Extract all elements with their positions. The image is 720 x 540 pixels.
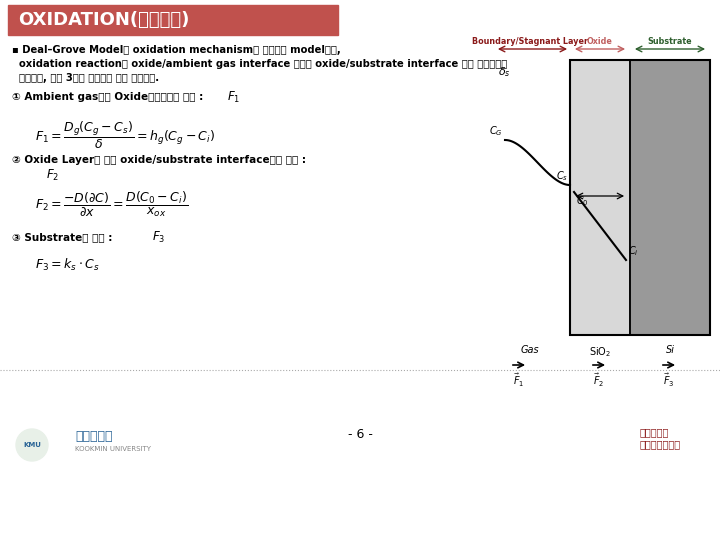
Text: ▪ Deal–Grove Model은 oxidation mechanism을 설명하는 model로써,: ▪ Deal–Grove Model은 oxidation mechanism을…: [12, 45, 341, 55]
Text: Gas: Gas: [521, 345, 539, 355]
Text: Boundary/Stagnant Layer: Boundary/Stagnant Layer: [472, 37, 588, 46]
Text: oxidation reaction은 oxide/ambient gas interface 보다는 oxide/substrate interface 에서: oxidation reaction은 oxide/ambient gas in…: [12, 59, 508, 69]
Text: $F_3= k_s\cdot C_s$: $F_3= k_s\cdot C_s$: [35, 257, 99, 273]
Text: $\vec{F}_3$: $\vec{F}_3$: [663, 372, 675, 389]
Bar: [630, 60, 710, 335]
Text: $C_s$: $C_s$: [556, 169, 568, 183]
Text: SiO$_2$: SiO$_2$: [589, 345, 611, 359]
Bar: [570, 60, 630, 335]
Bar: [8, 5, 338, 35]
Text: $F_2=\dfrac{-D(\partial C)}{\partial x}=\dfrac{D(C_0-C_i)}{x_{ox}}$: $F_2=\dfrac{-D(\partial C)}{\partial x}=…: [35, 190, 188, 219]
Text: OXIDATION(산화공정): OXIDATION(산화공정): [18, 11, 189, 29]
Text: KMU: KMU: [23, 442, 41, 448]
Text: - 6 -: - 6 -: [348, 429, 372, 442]
Text: KOOKMIN UNIVERSITY: KOOKMIN UNIVERSITY: [75, 446, 151, 452]
Text: $\vec{F}_1$: $\vec{F}_1$: [513, 372, 525, 389]
Text: $C_G$: $C_G$: [490, 124, 503, 138]
Text: $C_0$: $C_0$: [576, 194, 589, 208]
Text: $F_3$: $F_3$: [152, 230, 166, 245]
Text: 과학기술부: 과학기술부: [640, 427, 670, 437]
Text: Si: Si: [665, 345, 675, 355]
Text: ③ Substrate과 반응 :: ③ Substrate과 반응 :: [12, 232, 116, 242]
Circle shape: [16, 429, 48, 461]
Text: Oxide: Oxide: [587, 37, 613, 46]
Text: 가정하고, 다음 3가지 현상들에 의해 일어난다.: 가정하고, 다음 3가지 현상들에 의해 일어난다.: [12, 73, 159, 83]
Text: $\vec{F}_2$: $\vec{F}_2$: [593, 372, 605, 389]
Text: $\delta_s$: $\delta_s$: [498, 65, 510, 79]
Text: ② Oxide Layer를 통해 oxide/substrate interface로의 확산 :: ② Oxide Layer를 통해 oxide/substrate interf…: [12, 155, 306, 165]
Text: $C_i$: $C_i$: [628, 244, 639, 258]
Text: $F_1$: $F_1$: [227, 90, 240, 105]
Text: ① Ambient gas에서 Oxide표면으로의 확산 :: ① Ambient gas에서 Oxide표면으로의 확산 :: [12, 92, 207, 102]
Text: $F_1=\dfrac{D_g(C_g-C_s)}{\delta}=h_g(C_g-C_i)$: $F_1=\dfrac{D_g(C_g-C_s)}{\delta}=h_g(C_…: [35, 120, 215, 151]
Text: $F_2$: $F_2$: [35, 168, 60, 183]
Text: Substrate: Substrate: [648, 37, 693, 46]
Bar: [570, 60, 710, 335]
Text: 국민대학교: 국민대학교: [75, 429, 112, 442]
Text: 국가지정연구실: 국가지정연구실: [640, 439, 681, 449]
